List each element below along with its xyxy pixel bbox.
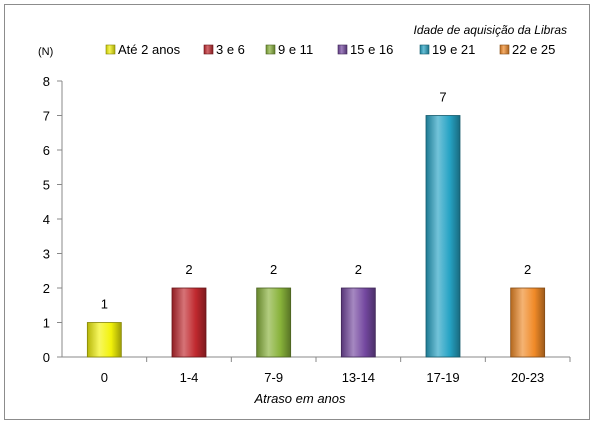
data-label: 1 <box>101 297 108 312</box>
y-tick-label: 1 <box>43 316 50 331</box>
x-tick-label: 0 <box>101 370 108 385</box>
bar <box>340 287 376 358</box>
bars <box>86 115 546 358</box>
legend-label: 9 e 11 <box>278 42 313 57</box>
legend-swatch <box>419 44 430 55</box>
legend-swatch <box>337 44 348 55</box>
data-label: 2 <box>270 262 277 277</box>
chart-title: Idade de aquisição da Libras <box>414 23 567 37</box>
x-tick-label: 7-9 <box>264 370 283 385</box>
x-axis-title: Atraso em anos <box>253 391 346 406</box>
legend-swatch <box>105 44 116 55</box>
x-tick-label: 17-19 <box>426 370 459 385</box>
data-label: 2 <box>185 262 192 277</box>
y-tick-label: 2 <box>43 281 50 296</box>
y-tick-label: 6 <box>43 143 50 158</box>
data-label: 7 <box>439 90 446 105</box>
y-tick-label: 3 <box>43 247 50 262</box>
y-tick-label: 5 <box>43 178 50 193</box>
y-tick-label: 7 <box>43 109 50 124</box>
x-tick-label: 20-23 <box>511 370 544 385</box>
legend-swatch <box>203 44 214 55</box>
legend-label: Até 2 anos <box>118 42 181 57</box>
legend-label: 3 e 6 <box>216 42 245 57</box>
x-tick-label: 13-14 <box>342 370 375 385</box>
y-axis-unit: (N) <box>38 46 53 58</box>
y-tick-label: 8 <box>43 74 50 89</box>
legend: Até 2 anos 3 e 6 9 e 11 15 e 16 19 e 21 22 e … <box>105 42 555 57</box>
bar <box>425 115 461 358</box>
data-label: 2 <box>355 262 362 277</box>
data-labels: 1 2 2 2 7 2 <box>101 90 532 312</box>
legend-label: 22 e 25 <box>512 42 555 57</box>
y-tick-label: 4 <box>43 212 50 227</box>
legend-label: 19 e 21 <box>432 42 475 57</box>
legend-swatch <box>265 44 276 55</box>
y-axis: 0 1 2 3 4 5 6 7 8 <box>43 74 63 365</box>
bar <box>256 287 292 358</box>
bar <box>510 287 546 358</box>
x-tick-label: 1-4 <box>180 370 199 385</box>
legend-label: 15 e 16 <box>350 42 393 57</box>
bar <box>171 287 207 358</box>
data-label: 2 <box>524 262 531 277</box>
legend-swatch <box>499 44 510 55</box>
y-tick-label: 0 <box>43 350 50 365</box>
x-axis: 0 1-4 7-9 13-14 17-19 20-23 <box>62 356 571 385</box>
bar <box>86 322 122 358</box>
